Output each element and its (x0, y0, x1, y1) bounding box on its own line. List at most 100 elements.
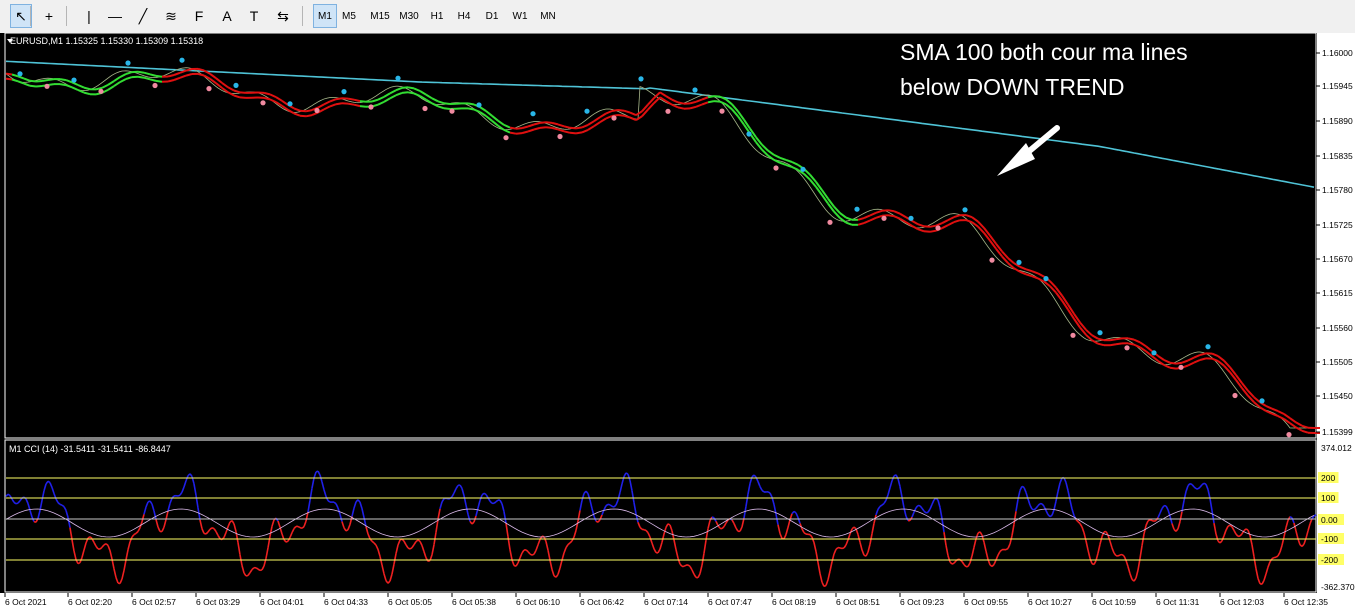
ma-fast-segment (407, 86, 415, 90)
ma-fast-segment (437, 100, 445, 105)
text-label-icon[interactable]: T (249, 8, 259, 24)
cci-segment (939, 507, 943, 519)
timeframe-m15-button[interactable]: M15 (370, 10, 390, 22)
ma-slow-segment (491, 120, 499, 127)
cci-segment (107, 545, 111, 551)
cci-segment (975, 532, 979, 540)
ma-fast-segment (509, 126, 517, 130)
cci-segment (271, 519, 275, 527)
cci-segment (1121, 553, 1125, 557)
time-label: 6 Oct 02:57 (132, 597, 176, 606)
ma-fast-segment (1007, 257, 1015, 264)
cci-segment (205, 531, 209, 535)
cci-segment (383, 573, 387, 581)
cci-segment (1141, 533, 1145, 546)
cci-segment (1247, 529, 1251, 536)
cci-segment (5, 493, 9, 497)
ma-slow-segment (725, 103, 733, 111)
collapse-triangle-icon[interactable] (7, 39, 13, 43)
ma-slow-segment (773, 158, 781, 164)
cci-segment (463, 495, 467, 506)
ma-slow-segment (827, 203, 835, 213)
timeframe-w1-button[interactable]: W1 (512, 10, 528, 22)
cci-segment (513, 564, 517, 567)
cci-segment (181, 486, 185, 493)
cci-segment (289, 532, 293, 538)
cci-segment (629, 480, 633, 491)
horizontal-line-icon[interactable]: — (108, 8, 122, 24)
ma-slow-segment (485, 115, 493, 122)
cci-segment (345, 529, 349, 532)
equidistant-channel-icon[interactable]: ≋ (165, 7, 177, 24)
ma-slow-segment (803, 173, 811, 181)
cci-segment (1307, 523, 1311, 532)
cci-segment (1043, 505, 1047, 511)
ma-fast-segment (635, 110, 643, 116)
cci-segment (973, 538, 977, 548)
cci-segment (423, 551, 427, 558)
ma-slow-segment (833, 210, 841, 219)
ma-slow-segment (173, 76, 181, 81)
cci-level-badge (1318, 472, 1339, 483)
ma-slow-segment (443, 107, 451, 110)
ma-fast-segment (1163, 359, 1171, 364)
cci-segment (365, 526, 369, 535)
ma-slow-segment (989, 240, 997, 250)
ma-fast-segment (749, 128, 757, 138)
ma-fast-segment (809, 174, 817, 183)
cci-segment (117, 582, 121, 585)
cci-segment (1225, 525, 1229, 531)
ma-fast-segment (1271, 407, 1279, 413)
cci-segment (1055, 491, 1059, 502)
text-icon[interactable]: A (222, 8, 232, 24)
cci-level-badge (1318, 492, 1339, 503)
chart-window[interactable]: EURUSD,M1 1.15325 1.15330 1.15309 1.1531… (0, 33, 1355, 606)
cci-segment (587, 493, 591, 501)
timeframe-m5-button[interactable]: M5 (342, 10, 356, 22)
ma-slow-segment (1073, 318, 1081, 329)
timeframe-mn-button[interactable]: MN (540, 10, 556, 22)
cci-segment (879, 504, 883, 508)
pivot-high-dot (179, 57, 185, 63)
ma-slow-segment (59, 83, 67, 87)
ma-fast-segment (149, 73, 157, 77)
timeframe-m30-button[interactable]: M30 (399, 10, 419, 22)
cci-segment (589, 499, 593, 509)
ma-fast-segment (329, 98, 337, 103)
crosshair-icon[interactable]: + (44, 8, 54, 24)
timeframe-m1-button[interactable]: M1 (313, 4, 337, 28)
timeframe-h4-button[interactable]: H4 (457, 10, 471, 22)
cci-segment (1227, 524, 1231, 527)
ma-fast-segment (23, 77, 31, 82)
ma-slow-segment (227, 91, 235, 97)
cursor-icon[interactable]: ↖ (10, 4, 32, 28)
ma-fast-segment (605, 110, 613, 115)
ma-slow-segment (629, 116, 637, 122)
timeframe-h1-button[interactable]: H1 (430, 10, 444, 22)
ma-fast-segment (581, 123, 589, 129)
trendline-icon[interactable]: ╱ (138, 7, 148, 24)
cci-segment (743, 506, 747, 519)
cci-segment (519, 552, 523, 559)
arrow-icon (997, 125, 1060, 176)
ma-slow-segment (305, 114, 313, 118)
chart-svg[interactable]: EURUSD,M1 1.15325 1.15330 1.15309 1.1531… (0, 33, 1355, 606)
ma-fast-segment (1157, 355, 1165, 361)
ma-slow-segment (599, 117, 607, 124)
ma-fast-segment (707, 95, 715, 99)
price-label: 1.15945 (1322, 81, 1353, 91)
cci-segment (267, 536, 271, 549)
cci-segment (1221, 535, 1225, 542)
ma-slow-segment (155, 79, 163, 83)
timeframe-d1-button[interactable]: D1 (485, 10, 499, 22)
cci-segment (1031, 508, 1035, 511)
arrows-icon[interactable]: ⇆ (277, 7, 289, 24)
cci-segment (919, 505, 923, 509)
cci-segment (753, 474, 757, 478)
ma-fast-segment (893, 210, 901, 215)
vertical-line-icon[interactable]: | (87, 8, 91, 24)
fibonacci-icon[interactable]: F (194, 8, 204, 24)
price-label: 1.16000 (1322, 48, 1353, 58)
ma-slow-segment (1217, 360, 1225, 367)
cci-segment (1213, 522, 1217, 535)
